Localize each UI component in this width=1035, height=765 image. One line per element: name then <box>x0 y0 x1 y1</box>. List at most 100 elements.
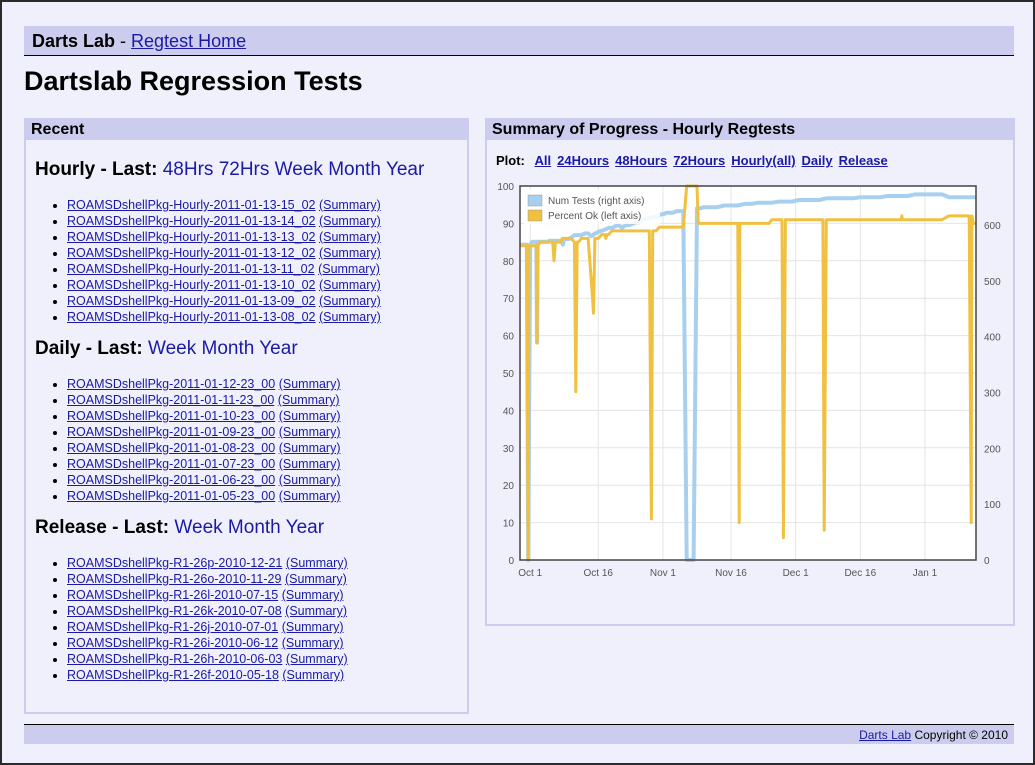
list-item: ROAMSDshellPkg-2011-01-12-23_00 (Summary… <box>67 376 467 392</box>
list-item: ROAMSDshellPkg-Hourly-2011-01-13-12_02 (… <box>67 245 467 261</box>
daily-run-link[interactable]: ROAMSDshellPkg-2011-01-09-23_00 <box>67 425 276 439</box>
hourly-summary-link[interactable]: (Summary) <box>318 198 381 212</box>
daily-run-link[interactable]: ROAMSDshellPkg-2011-01-06-23_00 <box>67 473 276 487</box>
daily-section-label: Daily - Last: <box>35 338 143 359</box>
release-run-link[interactable]: ROAMSDshellPkg-R1-26f-2010-05-18 <box>67 668 279 682</box>
release-summary-link[interactable]: (Summary) <box>281 620 344 634</box>
daily-period-link-month[interactable]: Month <box>201 338 255 359</box>
release-run-link[interactable]: ROAMSDshellPkg-R1-26j-2010-07-01 <box>67 620 279 634</box>
y-left-tick-label: 0 <box>508 556 514 567</box>
plot-link-daily[interactable]: Daily <box>801 153 833 168</box>
daily-run-link[interactable]: ROAMSDshellPkg-2011-01-12-23_00 <box>67 377 276 391</box>
hourly-run-link[interactable]: ROAMSDshellPkg-Hourly-2011-01-13-12_02 <box>67 246 316 260</box>
release-summary-link[interactable]: (Summary) <box>285 604 347 618</box>
release-section-label: Release - Last: <box>35 517 170 538</box>
daily-period-link-week[interactable]: Week <box>147 338 197 359</box>
y-right-tick-label: 200 <box>984 444 1001 455</box>
daily-summary-link[interactable]: (Summary) <box>278 489 341 503</box>
daily-summary-link[interactable]: (Summary) <box>278 425 341 439</box>
hourly-section-label: Hourly - Last: <box>35 159 158 180</box>
hourly-period-link-72hrs[interactable]: 72Hrs <box>218 159 270 180</box>
hourly-summary-link[interactable]: (Summary) <box>318 294 381 308</box>
list-item: ROAMSDshellPkg-R1-26p-2010-12-21 (Summar… <box>67 555 467 571</box>
footer-darts-lab-link[interactable]: Darts Lab <box>859 728 912 742</box>
regtest-home-link[interactable]: Regtest Home <box>131 31 247 51</box>
hourly-run-link[interactable]: ROAMSDshellPkg-Hourly-2011-01-13-11_02 <box>67 262 315 276</box>
daily-run-link[interactable]: ROAMSDshellPkg-2011-01-07-23_00 <box>67 457 276 471</box>
y-left-tick-label: 60 <box>503 332 515 343</box>
daily-run-link[interactable]: ROAMSDshellPkg-2011-01-08-23_00 <box>67 441 276 455</box>
release-summary-link[interactable]: (Summary) <box>284 572 347 586</box>
hourly-summary-link[interactable]: (Summary) <box>318 246 381 260</box>
y-right-tick-label: 600 <box>984 221 1001 232</box>
plot-link-release[interactable]: Release <box>838 153 888 168</box>
daily-run-link[interactable]: ROAMSDshellPkg-2011-01-11-23_00 <box>67 393 275 407</box>
hourly-run-link[interactable]: ROAMSDshellPkg-Hourly-2011-01-13-13_02 <box>67 230 316 244</box>
release-run-link[interactable]: ROAMSDshellPkg-R1-26h-2010-06-03 <box>67 652 283 666</box>
recent-panel-title: Recent <box>26 120 467 140</box>
release-section-heading: Release - Last: Week Month Year <box>35 517 467 539</box>
release-run-link[interactable]: ROAMSDshellPkg-R1-26p-2010-12-21 <box>67 556 283 570</box>
legend-swatch <box>527 194 543 207</box>
plot-link-48hours[interactable]: 48Hours <box>615 153 668 168</box>
daily-summary-link[interactable]: (Summary) <box>278 409 341 423</box>
hourly-run-link[interactable]: ROAMSDshellPkg-Hourly-2011-01-13-09_02 <box>67 294 316 308</box>
release-summary-link[interactable]: (Summary) <box>285 652 348 666</box>
list-item: ROAMSDshellPkg-Hourly-2011-01-13-14_02 (… <box>67 213 467 229</box>
y-left-tick-label: 10 <box>503 519 515 530</box>
plot-link-all[interactable]: All <box>534 153 552 168</box>
chart-svg: 0 10 20 30 40 50 60 70 80 90 100 0 100 200 300 400 500 60… <box>497 182 1001 579</box>
list-item: ROAMSDshellPkg-Hourly-2011-01-13-09_02 (… <box>67 293 467 309</box>
daily-summary-link[interactable]: (Summary) <box>277 393 340 407</box>
hourly-run-link[interactable]: ROAMSDshellPkg-Hourly-2011-01-13-14_02 <box>67 214 316 228</box>
list-item: ROAMSDshellPkg-Hourly-2011-01-13-15_02 (… <box>67 197 467 213</box>
plot-link-24hours[interactable]: 24Hours <box>557 153 610 168</box>
legend-swatch <box>527 209 543 222</box>
hourly-period-link-year[interactable]: Year <box>385 159 425 180</box>
x-tick-label: Nov 1 <box>650 568 677 579</box>
hourly-summary-link[interactable]: (Summary) <box>318 230 381 244</box>
daily-summary-link[interactable]: (Summary) <box>278 441 341 455</box>
daily-summary-link[interactable]: (Summary) <box>278 457 341 471</box>
y-left-tick-label: 70 <box>503 294 515 305</box>
release-run-link[interactable]: ROAMSDshellPkg-R1-26o-2010-11-29 <box>67 572 282 586</box>
daily-run-link[interactable]: ROAMSDshellPkg-2011-01-05-23_00 <box>67 489 276 503</box>
hourly-run-link[interactable]: ROAMSDshellPkg-Hourly-2011-01-13-08_02 <box>67 310 316 324</box>
hourly-summary-link[interactable]: (Summary) <box>318 262 380 276</box>
release-summary-link[interactable]: (Summary) <box>282 668 345 682</box>
x-tick-label: Dec 16 <box>844 568 876 579</box>
release-run-link[interactable]: ROAMSDshellPkg-R1-26l-2010-07-15 <box>67 588 279 602</box>
hourly-run-link[interactable]: ROAMSDshellPkg-Hourly-2011-01-13-10_02 <box>67 278 316 292</box>
release-run-link[interactable]: ROAMSDshellPkg-R1-26i-2010-06-12 <box>67 636 279 650</box>
release-summary-link[interactable]: (Summary) <box>285 556 348 570</box>
list-item: ROAMSDshellPkg-2011-01-11-23_00 (Summary… <box>67 392 467 408</box>
header-bar: Darts Lab - Regtest Home <box>24 26 1014 56</box>
release-run-link[interactable]: ROAMSDshellPkg-R1-26k-2010-07-08 <box>67 604 282 618</box>
y-right-tick-label: 400 <box>984 333 1001 344</box>
y-left-tick-label: 90 <box>503 219 515 230</box>
release-summary-link[interactable]: (Summary) <box>281 588 344 602</box>
release-period-link-month[interactable]: Month <box>227 517 281 538</box>
hourly-summary-link[interactable]: (Summary) <box>318 214 381 228</box>
hourly-period-link-48hrs[interactable]: 48Hrs <box>162 159 214 180</box>
daily-run-link[interactable]: ROAMSDshellPkg-2011-01-10-23_00 <box>67 409 276 423</box>
daily-period-link-year[interactable]: Year <box>259 338 298 359</box>
hourly-run-link[interactable]: ROAMSDshellPkg-Hourly-2011-01-13-15_02 <box>67 198 316 212</box>
list-item: ROAMSDshellPkg-2011-01-10-23_00 (Summary… <box>67 408 467 424</box>
release-period-link-year[interactable]: Year <box>285 517 325 538</box>
y-left-tick-label: 80 <box>503 257 515 268</box>
release-summary-link[interactable]: (Summary) <box>281 636 344 650</box>
daily-summary-link[interactable]: (Summary) <box>278 473 341 487</box>
list-item: ROAMSDshellPkg-R1-26l-2010-07-15 (Summar… <box>67 587 467 603</box>
hourly-period-link-week[interactable]: Week <box>274 159 323 180</box>
list-item: ROAMSDshellPkg-R1-26f-2010-05-18 (Summar… <box>67 667 467 683</box>
daily-summary-link[interactable]: (Summary) <box>278 377 341 391</box>
hourly-summary-link[interactable]: (Summary) <box>318 278 381 292</box>
plot-link-72hours[interactable]: 72Hours <box>673 153 726 168</box>
hourly-period-link-month[interactable]: Month <box>328 159 381 180</box>
hourly-summary-link[interactable]: (Summary) <box>318 310 381 324</box>
release-period-link-week[interactable]: Week <box>174 517 223 538</box>
plot-link-hourly-all[interactable]: Hourly(all) <box>731 153 796 168</box>
legend-label: Num Tests (right axis) <box>548 196 645 207</box>
plot-nav: Plot: All 24Hours 48Hours 72Hours Hourly(all… <box>496 153 1013 168</box>
